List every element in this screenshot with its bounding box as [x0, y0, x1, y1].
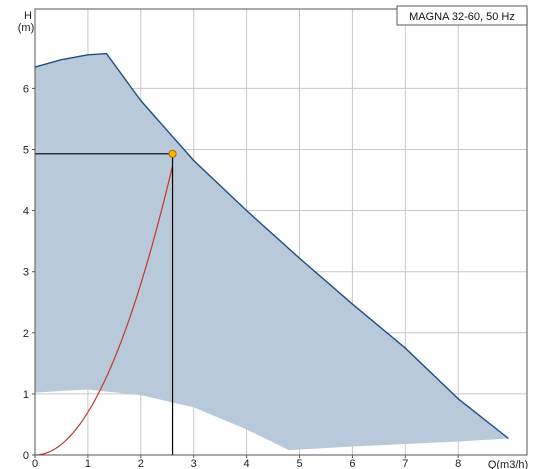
axes: [32, 8, 528, 458]
x-axis-label: Q(m3/h): [488, 459, 528, 469]
x-tick-label: 2: [138, 458, 144, 469]
system-curve-line: [34, 165, 174, 456]
title-box: MAGNA 32-60, 50 Hz: [396, 5, 528, 26]
y-axis-label-line1: H: [24, 10, 32, 22]
duty-point-marker: [168, 149, 177, 158]
x-tick-label: 5: [296, 458, 302, 469]
chart-title: MAGNA 32-60, 50 Hz: [409, 11, 515, 23]
x-tick-label: 8: [455, 458, 461, 469]
x-tick-label: 1: [85, 458, 91, 469]
duty-guides: [35, 149, 177, 455]
x-tick-label: 3: [191, 458, 197, 469]
x-tick-label: 4: [244, 458, 250, 469]
y-tick-label: 1: [23, 389, 29, 401]
tick-labels: 0 1 2 3 4 5 6 7 8 0 1 2 3 4 5 6: [23, 83, 461, 469]
plot-frame: [34, 8, 528, 456]
curves: [34, 52, 509, 456]
operating-range-area: [35, 53, 509, 451]
x-tick-label: 6: [349, 458, 355, 469]
x-tick-label: 7: [402, 458, 408, 469]
operating-range: [35, 53, 509, 451]
y-axis-label-line2: (m): [18, 22, 35, 34]
max-curve-line: [34, 52, 509, 440]
y-tick-label: 3: [23, 267, 29, 279]
y-tick-label: 0: [23, 450, 29, 462]
y-tick-label: 5: [23, 145, 29, 157]
x-tick-label: 0: [32, 458, 38, 469]
y-tick-label: 4: [23, 206, 29, 218]
y-tick-label: 6: [23, 83, 29, 95]
y-tick-label: 2: [23, 328, 29, 340]
